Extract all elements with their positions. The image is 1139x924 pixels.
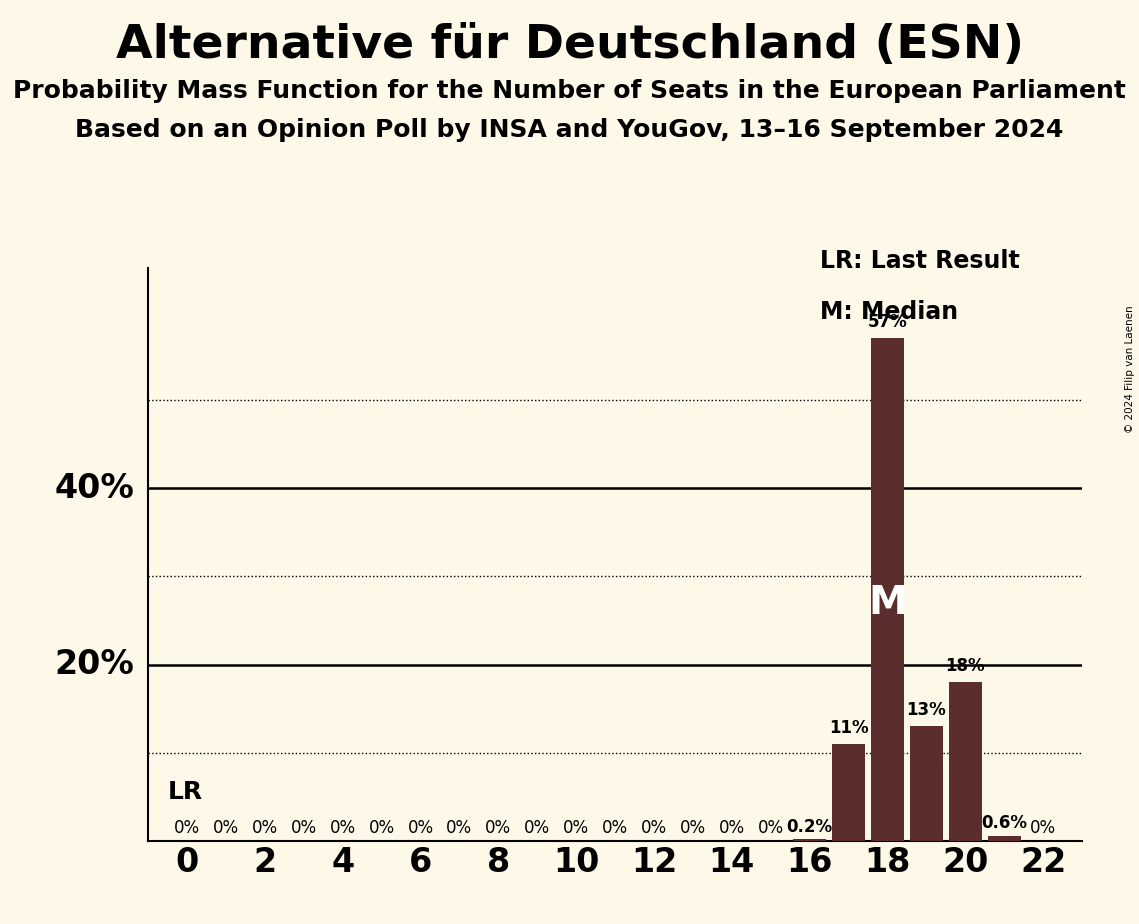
Text: Based on an Opinion Poll by INSA and YouGov, 13–16 September 2024: Based on an Opinion Poll by INSA and You… bbox=[75, 118, 1064, 142]
Text: LR: LR bbox=[167, 781, 203, 805]
Text: Alternative für Deutschland (ESN): Alternative für Deutschland (ESN) bbox=[115, 23, 1024, 68]
Text: 0%: 0% bbox=[213, 820, 239, 837]
Bar bbox=[949, 682, 982, 841]
Text: 20%: 20% bbox=[55, 648, 134, 681]
Text: 11%: 11% bbox=[829, 719, 868, 736]
Bar bbox=[793, 839, 826, 841]
Text: 0%: 0% bbox=[329, 820, 355, 837]
Text: 0.6%: 0.6% bbox=[981, 814, 1027, 832]
Text: 0%: 0% bbox=[408, 820, 434, 837]
Bar bbox=[988, 835, 1021, 841]
Text: 0%: 0% bbox=[1030, 820, 1056, 837]
Text: 0%: 0% bbox=[524, 820, 550, 837]
Text: 0%: 0% bbox=[719, 820, 745, 837]
Text: 0%: 0% bbox=[174, 820, 200, 837]
Text: 40%: 40% bbox=[55, 472, 134, 505]
Text: 0%: 0% bbox=[641, 820, 667, 837]
Text: 0.2%: 0.2% bbox=[787, 818, 833, 835]
Bar bbox=[871, 338, 904, 841]
Text: 0%: 0% bbox=[369, 820, 394, 837]
Text: 13%: 13% bbox=[907, 701, 947, 719]
Bar bbox=[831, 744, 866, 841]
Text: 0%: 0% bbox=[252, 820, 278, 837]
Text: © 2024 Filip van Laenen: © 2024 Filip van Laenen bbox=[1125, 306, 1134, 433]
Text: M: Median: M: Median bbox=[820, 300, 958, 324]
Text: Probability Mass Function for the Number of Seats in the European Parliament: Probability Mass Function for the Number… bbox=[13, 79, 1126, 103]
Text: 0%: 0% bbox=[563, 820, 589, 837]
Text: 0%: 0% bbox=[485, 820, 511, 837]
Text: 0%: 0% bbox=[603, 820, 628, 837]
Text: 0%: 0% bbox=[446, 820, 473, 837]
Text: 18%: 18% bbox=[945, 657, 985, 675]
Bar bbox=[910, 726, 943, 841]
Text: 57%: 57% bbox=[868, 313, 908, 332]
Text: LR: Last Result: LR: Last Result bbox=[820, 249, 1019, 274]
Text: 0%: 0% bbox=[680, 820, 706, 837]
Text: 0%: 0% bbox=[290, 820, 317, 837]
Text: 0%: 0% bbox=[757, 820, 784, 837]
Text: M: M bbox=[868, 584, 907, 622]
